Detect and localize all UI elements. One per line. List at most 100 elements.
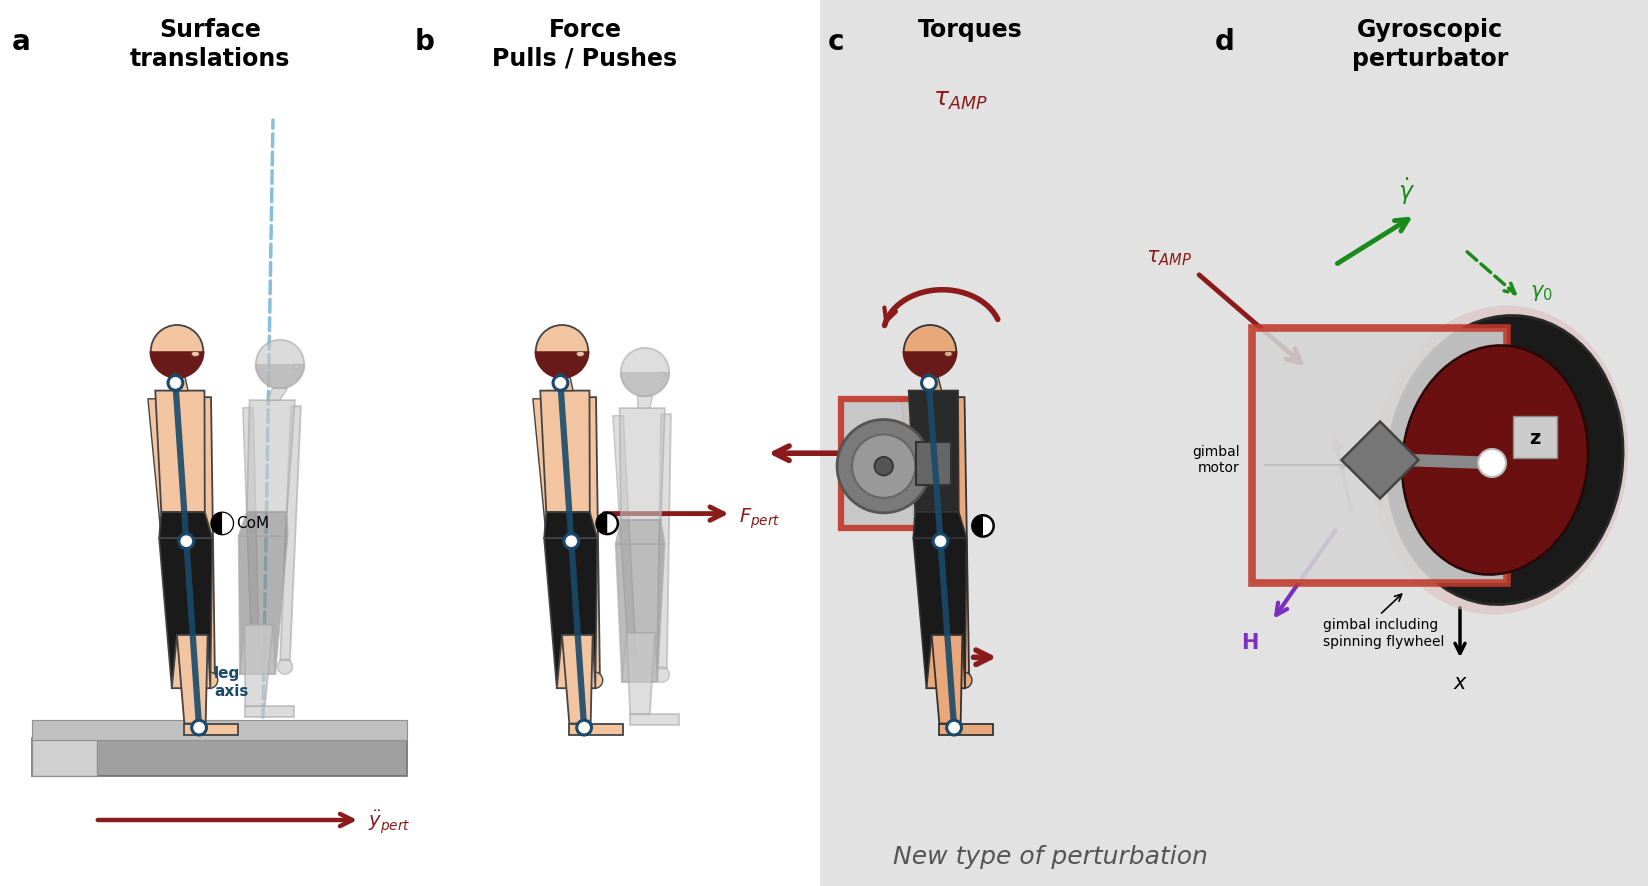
Polygon shape [168,377,188,391]
Polygon shape [921,377,941,391]
Ellipse shape [1371,306,1627,615]
Polygon shape [901,351,957,378]
Polygon shape [626,633,654,714]
Polygon shape [615,520,664,544]
Polygon shape [615,544,664,682]
FancyBboxPatch shape [1513,416,1556,458]
Polygon shape [926,635,964,688]
Wedge shape [211,513,222,534]
FancyBboxPatch shape [840,399,953,528]
Polygon shape [532,399,565,659]
Circle shape [178,533,193,548]
Circle shape [168,376,183,390]
Text: d: d [1215,28,1234,56]
Text: x: x [1454,673,1465,693]
Circle shape [564,533,578,548]
Polygon shape [239,536,287,674]
FancyBboxPatch shape [1251,328,1506,583]
Text: CoM: CoM [236,516,269,531]
Polygon shape [247,400,295,512]
Polygon shape [913,538,966,688]
Polygon shape [244,625,272,706]
Polygon shape [908,391,957,512]
Polygon shape [557,635,595,688]
Circle shape [201,672,218,688]
Text: $\tau_{AMP}$: $\tau_{AMP}$ [933,88,987,112]
Polygon shape [239,625,275,674]
Polygon shape [620,372,671,397]
Polygon shape [534,351,590,378]
Ellipse shape [658,372,666,377]
Text: $\tau_{AMP}$: $\tau_{AMP}$ [1145,248,1192,268]
Text: $\ddot{y}_{pert}$: $\ddot{y}_{pert}$ [368,808,410,835]
Ellipse shape [1386,315,1622,604]
Polygon shape [158,538,213,688]
Polygon shape [176,635,208,724]
Polygon shape [953,397,969,673]
Circle shape [852,434,915,498]
Polygon shape [621,633,658,682]
Circle shape [211,513,232,534]
Text: b: b [415,28,435,56]
Text: H: H [1241,633,1257,653]
Text: c: c [827,28,844,56]
Ellipse shape [1401,346,1587,575]
Polygon shape [613,416,636,656]
Polygon shape [280,406,300,661]
Circle shape [552,376,567,390]
Polygon shape [158,512,213,538]
Circle shape [873,457,893,476]
Wedge shape [972,516,982,537]
Text: $\gamma_0$: $\gamma_0$ [1529,283,1552,303]
FancyBboxPatch shape [915,442,951,485]
Polygon shape [239,512,287,536]
Polygon shape [585,397,600,673]
Polygon shape [246,706,293,717]
Text: Torques: Torques [916,18,1022,42]
Wedge shape [222,513,232,534]
FancyBboxPatch shape [31,738,407,776]
Circle shape [621,348,669,396]
Polygon shape [544,538,597,688]
Polygon shape [620,408,664,520]
Polygon shape [569,724,623,735]
Polygon shape [901,399,934,659]
Polygon shape [656,414,671,669]
Polygon shape [155,391,204,512]
Text: leg
axis: leg axis [214,666,249,699]
Polygon shape [1341,422,1417,499]
Circle shape [933,533,948,548]
Polygon shape [554,377,574,391]
Polygon shape [201,397,214,673]
Circle shape [191,720,206,735]
Text: a: a [12,28,31,56]
Circle shape [837,420,929,513]
Text: Surface
translations: Surface translations [130,18,290,71]
Circle shape [654,667,669,682]
Polygon shape [638,396,653,408]
Ellipse shape [191,351,199,356]
Polygon shape [630,714,679,725]
Polygon shape [242,408,259,648]
Circle shape [972,516,994,537]
Polygon shape [171,635,211,688]
Polygon shape [254,364,305,389]
Polygon shape [931,635,962,724]
FancyBboxPatch shape [31,720,407,740]
Polygon shape [150,351,204,378]
Circle shape [946,720,961,735]
Text: z: z [1528,429,1539,447]
Text: Gyroscopic
perturbator: Gyroscopic perturbator [1351,18,1508,71]
Polygon shape [541,391,590,512]
Circle shape [921,376,936,390]
Circle shape [277,659,292,674]
Text: gimbal including
spinning flywheel: gimbal including spinning flywheel [1323,618,1444,649]
Ellipse shape [293,364,300,369]
Circle shape [255,340,303,388]
Circle shape [587,672,603,688]
Polygon shape [939,724,992,735]
Circle shape [577,720,592,735]
Text: $\dot{\gamma}$: $\dot{\gamma}$ [1398,176,1414,207]
Text: $F_{pert}$: $F_{pert}$ [738,507,781,531]
Polygon shape [185,724,237,735]
